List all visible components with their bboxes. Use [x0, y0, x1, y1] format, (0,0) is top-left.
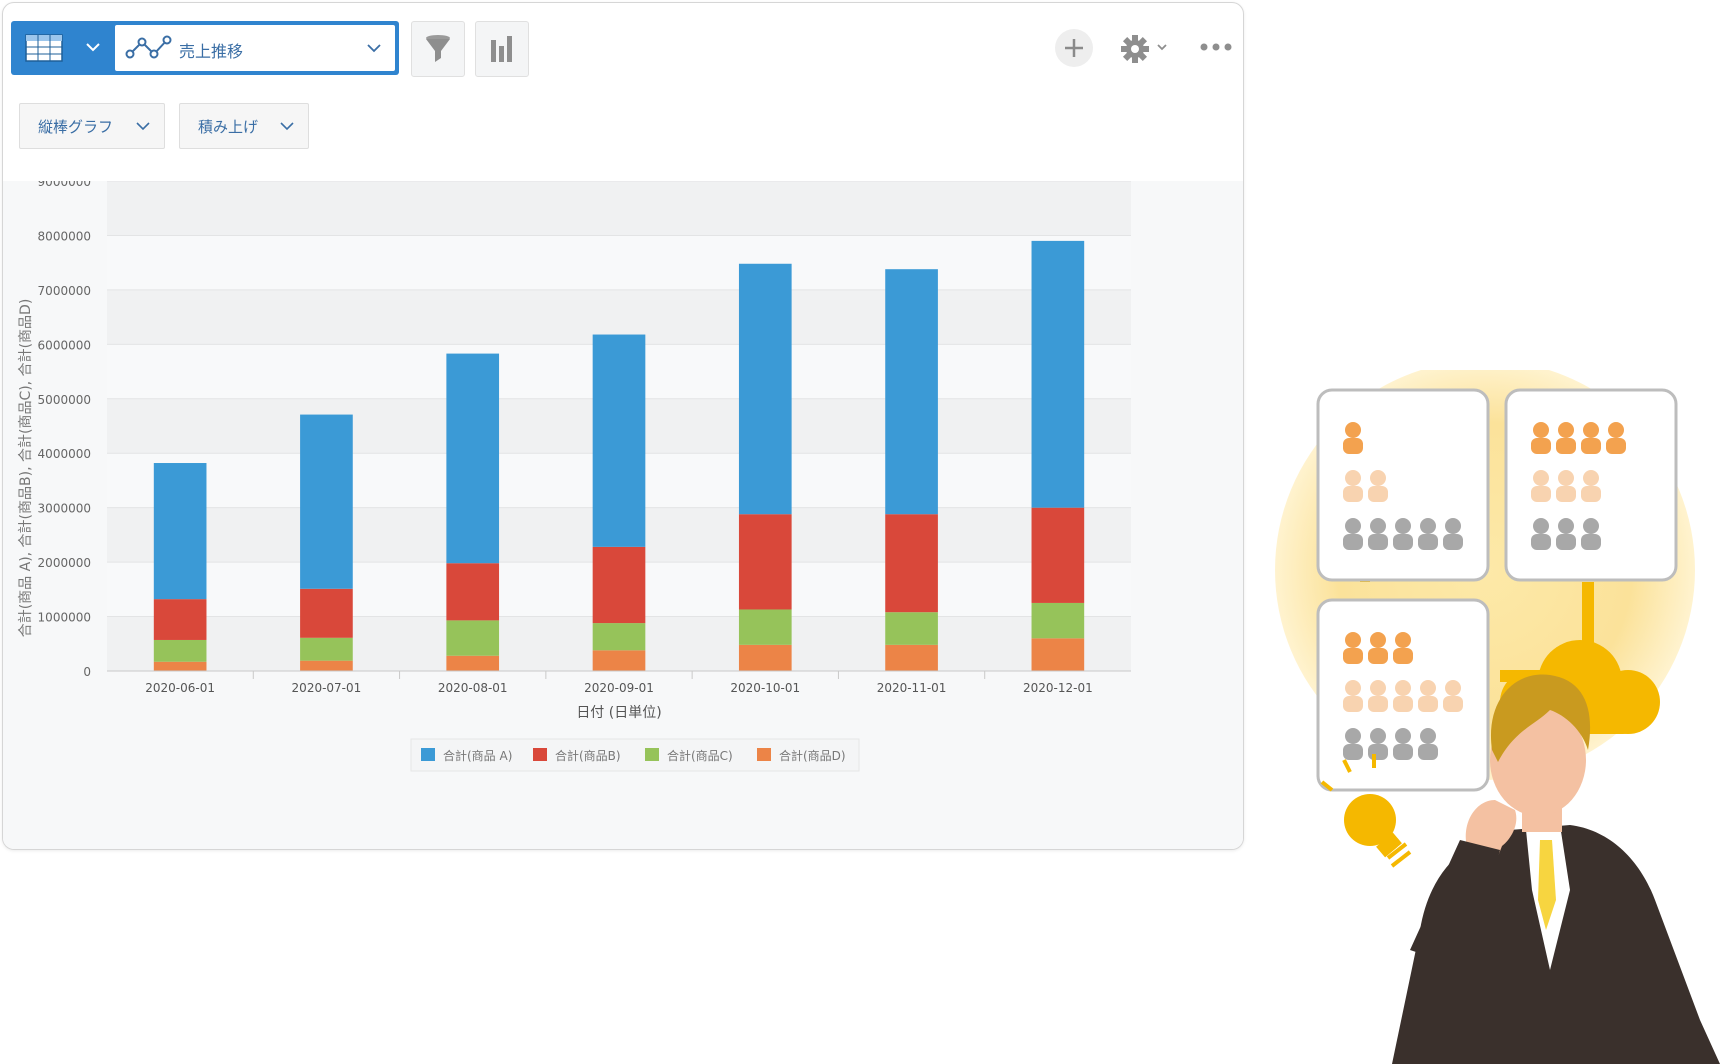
legend-swatch[interactable]	[533, 748, 547, 761]
y-tick-label: 5000000	[38, 393, 91, 407]
stack-mode-dropdown[interactable]: 積み上げ	[179, 103, 309, 149]
legend-label[interactable]: 合計(商品D)	[779, 748, 846, 763]
bar-segment[interactable]	[300, 588, 353, 638]
y-tick-label: 1000000	[38, 611, 91, 625]
filter-button[interactable]	[411, 21, 465, 77]
bar-segment[interactable]	[885, 612, 938, 645]
more-icon	[1200, 43, 1232, 51]
more-button[interactable]	[1199, 37, 1233, 57]
bar-segment[interactable]	[300, 637, 353, 661]
view-dropdown[interactable]: 売上推移	[115, 25, 395, 71]
bar-segment[interactable]	[738, 514, 792, 610]
x-tick-label: 2020-11-01	[877, 681, 947, 695]
bar-segment[interactable]	[153, 639, 207, 662]
bar-segment[interactable]	[592, 650, 646, 671]
stacked-bar-chart: 0 1000000 2000000 3000000 4000000 5000000 6000…	[3, 181, 1243, 849]
bar-segment[interactable]	[446, 563, 500, 621]
grid-band	[107, 235, 1131, 290]
legend-label[interactable]: 合計(商品C)	[667, 748, 733, 763]
chevron-down-icon	[136, 122, 150, 131]
legend-label[interactable]: 合計(商品 A)	[443, 748, 512, 763]
x-tick-label: 2020-06-01	[145, 681, 215, 695]
bar-segment[interactable]	[446, 620, 500, 656]
stack-mode-label: 積み上げ	[198, 118, 259, 136]
x-tick-label: 2020-10-01	[730, 681, 800, 695]
chevron-down-icon	[280, 122, 294, 131]
bar-chart-icon	[491, 36, 512, 62]
y-tick-label: 8000000	[38, 229, 91, 243]
legend-box	[410, 738, 860, 772]
bar-segment[interactable]	[153, 463, 207, 600]
lightbulb-icon	[1320, 754, 1412, 868]
view-name: 売上推移	[179, 42, 244, 61]
bar-segment[interactable]	[153, 661, 207, 671]
y-tick-label: 6000000	[38, 338, 91, 352]
view-selector-bar: 売上推移	[11, 21, 399, 75]
y-tick-label: 0	[83, 665, 91, 679]
bar-segment[interactable]	[300, 414, 353, 589]
x-tick-label: 2020-12-01	[1023, 681, 1093, 695]
businessman-illustration	[1275, 370, 1720, 1064]
x-tick-label: 2020-08-01	[438, 681, 508, 695]
bar-segment[interactable]	[592, 623, 646, 651]
bar-segment[interactable]	[885, 269, 938, 515]
bar-segment[interactable]	[153, 599, 207, 640]
gear-icon	[1121, 35, 1167, 63]
bar-segment[interactable]	[885, 644, 938, 671]
segment-card	[1316, 598, 1490, 792]
y-tick-label: 7000000	[38, 284, 91, 298]
grid-band	[107, 181, 1131, 236]
legend-swatch[interactable]	[421, 748, 435, 761]
chevron-down-icon[interactable]	[83, 37, 103, 57]
x-tick-label: 2020-09-01	[584, 681, 654, 695]
line-chart-icon	[125, 35, 172, 59]
graph-button[interactable]	[475, 21, 529, 77]
bar-segment[interactable]	[1031, 240, 1085, 508]
plus-icon	[1065, 39, 1083, 57]
y-tick-label: 2000000	[38, 556, 91, 570]
y-tick-label: 4000000	[38, 447, 91, 461]
table-icon[interactable]	[25, 34, 63, 62]
add-button[interactable]	[1055, 29, 1093, 67]
bar-segment[interactable]	[1031, 602, 1085, 639]
bar-segment[interactable]	[738, 609, 792, 645]
bar-segment[interactable]	[885, 514, 938, 613]
bar-segment[interactable]	[1031, 507, 1085, 603]
x-axis-title: 日付 (日単位)	[576, 705, 661, 721]
y-axis-title: 合計(商品 A), 合計(商品B), 合計(商品C), 合計(商品D)	[18, 298, 34, 638]
y-tick-label: 3000000	[38, 502, 91, 516]
bar-segment[interactable]	[738, 644, 792, 671]
settings-button[interactable]	[1117, 31, 1173, 67]
bar-segment[interactable]	[592, 546, 646, 624]
bar-segment[interactable]	[738, 263, 792, 515]
segment-card	[1316, 388, 1490, 582]
report-panel: 売上推移	[2, 2, 1244, 850]
legend-label[interactable]: 合計(商品B)	[555, 748, 621, 763]
bar-segment[interactable]	[300, 660, 353, 671]
bar-segment[interactable]	[1031, 638, 1085, 671]
bar-segment[interactable]	[446, 655, 500, 671]
filter-icon	[426, 35, 450, 62]
y-tick-label: 9000000	[38, 181, 91, 189]
legend-swatch[interactable]	[645, 748, 659, 761]
bar-segment[interactable]	[592, 334, 646, 547]
segment-card	[1504, 388, 1678, 582]
bar-segment[interactable]	[446, 353, 500, 564]
chart-type-dropdown[interactable]: 縦棒グラフ	[19, 103, 165, 149]
chevron-down-icon	[367, 44, 381, 53]
chart-type-label: 縦棒グラフ	[38, 118, 114, 136]
x-tick-label: 2020-07-01	[292, 681, 362, 695]
legend-swatch[interactable]	[757, 748, 771, 761]
